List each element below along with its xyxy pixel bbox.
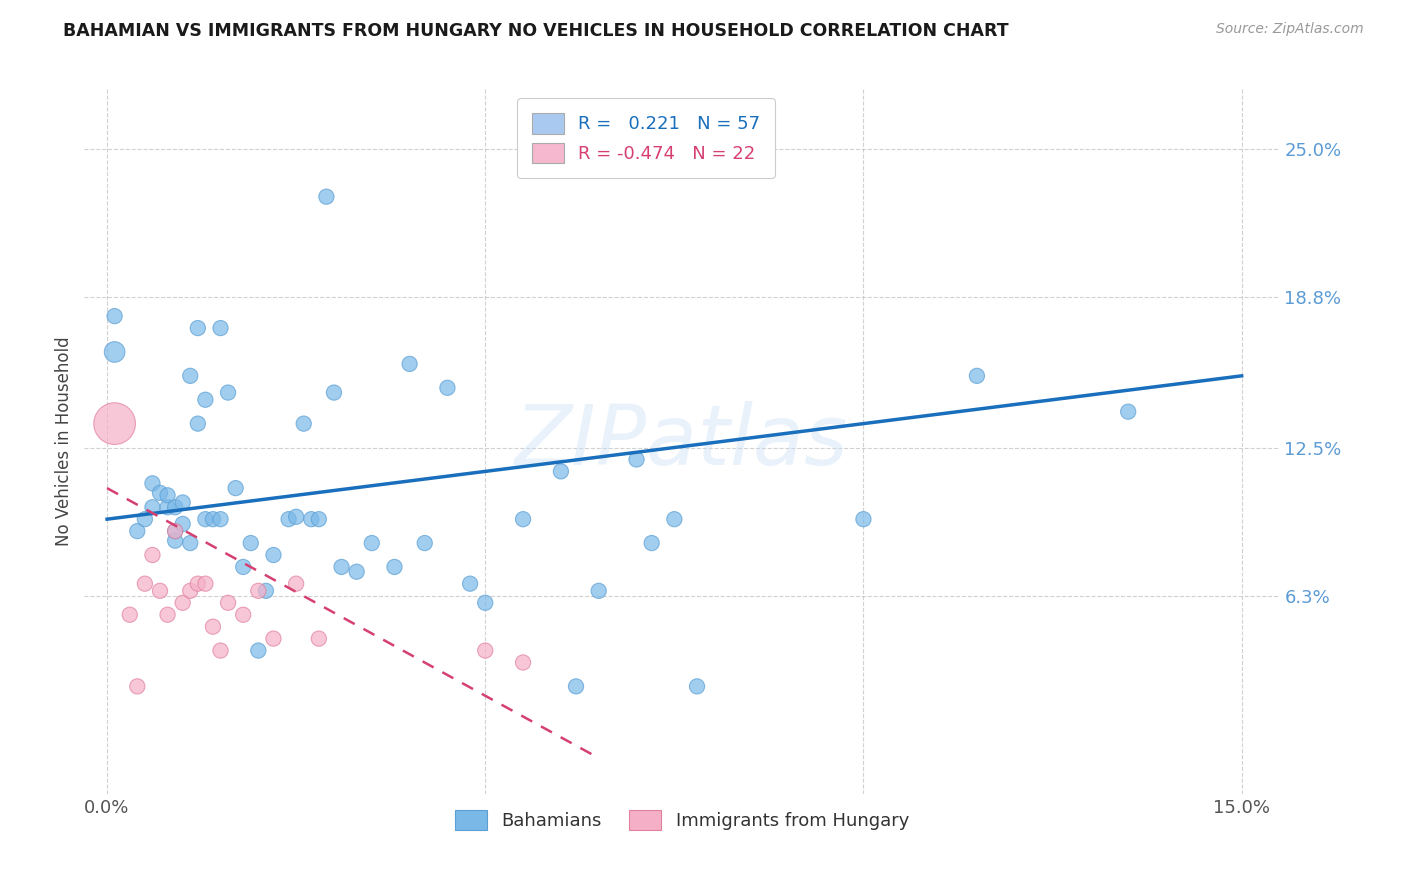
Point — [225, 481, 247, 495]
Point — [346, 565, 368, 579]
Point — [187, 576, 209, 591]
Point — [165, 524, 187, 538]
Point — [1116, 405, 1139, 419]
Point — [187, 417, 209, 431]
Point — [292, 417, 315, 431]
Point — [308, 512, 330, 526]
Text: ZIPatlas: ZIPatlas — [515, 401, 849, 482]
Point — [413, 536, 436, 550]
Point — [165, 500, 187, 515]
Point — [512, 656, 534, 670]
Point — [966, 368, 988, 383]
Point — [104, 417, 127, 431]
Point — [104, 309, 127, 323]
Point — [156, 500, 179, 515]
Point — [398, 357, 420, 371]
Point — [384, 560, 406, 574]
Point — [217, 596, 239, 610]
Point — [209, 643, 232, 657]
Point — [118, 607, 141, 622]
Point — [156, 607, 179, 622]
Point — [201, 620, 224, 634]
Point — [194, 392, 217, 407]
Point — [285, 576, 308, 591]
Point — [323, 385, 346, 400]
Point — [217, 385, 239, 400]
Point — [127, 679, 149, 693]
Point — [239, 536, 262, 550]
Point — [187, 321, 209, 335]
Point — [172, 596, 194, 610]
Point — [640, 536, 662, 550]
Point — [474, 643, 496, 657]
Point — [141, 500, 163, 515]
Point — [262, 548, 284, 562]
Point — [308, 632, 330, 646]
Point — [141, 476, 163, 491]
Point — [209, 512, 232, 526]
Point — [127, 524, 149, 538]
Point — [315, 190, 337, 204]
Point — [104, 345, 127, 359]
Point — [165, 533, 187, 548]
Legend: Bahamians, Immigrants from Hungary: Bahamians, Immigrants from Hungary — [447, 803, 917, 838]
Point — [247, 643, 270, 657]
Point — [277, 512, 299, 526]
Point — [588, 583, 610, 598]
Point — [299, 512, 322, 526]
Point — [247, 583, 270, 598]
Point — [179, 583, 201, 598]
Point — [172, 495, 194, 509]
Point — [149, 486, 172, 500]
Point — [436, 381, 458, 395]
Point — [626, 452, 648, 467]
Point — [285, 509, 308, 524]
Point — [179, 368, 201, 383]
Point — [165, 524, 187, 538]
Point — [134, 512, 156, 526]
Point — [156, 488, 179, 502]
Point — [262, 632, 284, 646]
Point — [201, 512, 224, 526]
Point — [134, 576, 156, 591]
Point — [149, 583, 172, 598]
Point — [179, 536, 201, 550]
Point — [194, 576, 217, 591]
Point — [664, 512, 686, 526]
Point — [565, 679, 588, 693]
Point — [360, 536, 382, 550]
Y-axis label: No Vehicles in Household: No Vehicles in Household — [55, 336, 73, 547]
Point — [852, 512, 875, 526]
Text: Source: ZipAtlas.com: Source: ZipAtlas.com — [1216, 22, 1364, 37]
Point — [232, 607, 254, 622]
Point — [330, 560, 353, 574]
Text: BAHAMIAN VS IMMIGRANTS FROM HUNGARY NO VEHICLES IN HOUSEHOLD CORRELATION CHART: BAHAMIAN VS IMMIGRANTS FROM HUNGARY NO V… — [63, 22, 1010, 40]
Point — [232, 560, 254, 574]
Point — [512, 512, 534, 526]
Point — [474, 596, 496, 610]
Point — [254, 583, 277, 598]
Point — [458, 576, 481, 591]
Point — [550, 464, 572, 478]
Point — [141, 548, 163, 562]
Point — [686, 679, 709, 693]
Point — [209, 321, 232, 335]
Point — [172, 516, 194, 531]
Point — [194, 512, 217, 526]
